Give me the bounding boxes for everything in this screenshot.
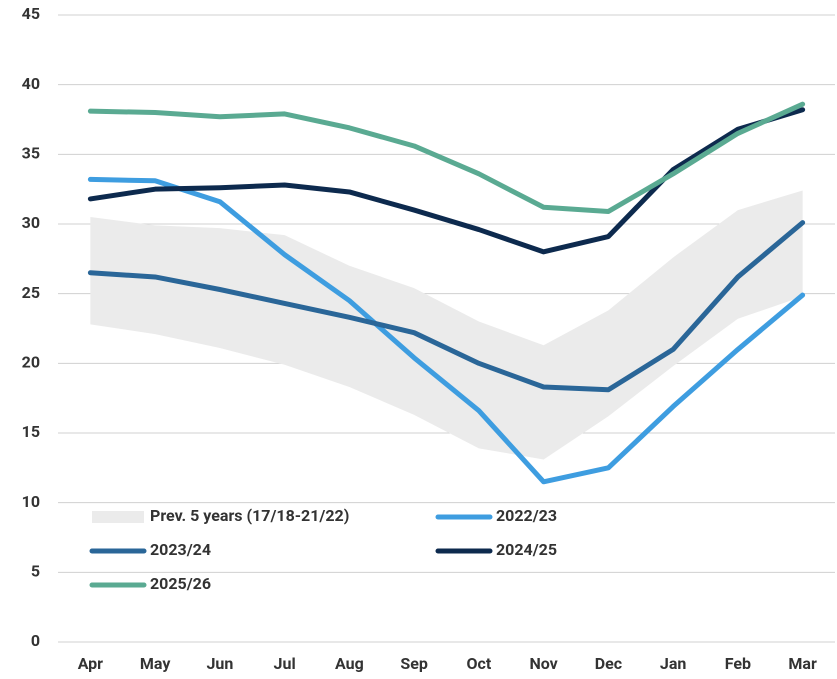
- y-tick-label: 30: [22, 213, 40, 232]
- y-tick-label: 10: [22, 492, 40, 511]
- y-tick-label: 25: [22, 283, 40, 302]
- x-tick-label: May: [140, 654, 171, 673]
- y-tick-label: 0: [31, 631, 40, 650]
- band-area: [90, 190, 803, 460]
- legend-label: 2025/26: [150, 574, 211, 593]
- series-line: [87, 220, 806, 393]
- y-tick-label: 20: [22, 353, 40, 372]
- y-tick-label: 40: [22, 74, 40, 93]
- series-line: [87, 176, 806, 485]
- series-line: [87, 107, 806, 255]
- x-tick-label: Sep: [400, 654, 428, 673]
- x-tick-label: Nov: [529, 654, 557, 673]
- x-tick-label: Jun: [206, 654, 233, 673]
- x-tick-label: Jan: [660, 654, 687, 673]
- y-tick-label: 35: [22, 144, 40, 163]
- x-tick-label: Aug: [335, 654, 364, 673]
- legend-label: 2024/25: [496, 540, 557, 559]
- y-tick-label: 5: [31, 562, 40, 581]
- x-tick-label: Jul: [274, 654, 296, 673]
- series-line: [87, 101, 806, 214]
- legend-label: 2022/23: [496, 506, 557, 525]
- legend-label: Prev. 5 years (17/18-21/22): [150, 506, 349, 525]
- legend-label: 2023/24: [150, 540, 211, 559]
- y-tick-label: 45: [22, 4, 40, 23]
- x-tick-label: Mar: [788, 654, 817, 673]
- x-tick-label: Dec: [595, 654, 622, 673]
- x-tick-label: Feb: [725, 654, 751, 673]
- y-tick-label: 15: [22, 422, 40, 441]
- x-tick-label: Apr: [78, 654, 103, 673]
- legend-swatch: [92, 511, 144, 523]
- x-tick-label: Oct: [466, 654, 491, 673]
